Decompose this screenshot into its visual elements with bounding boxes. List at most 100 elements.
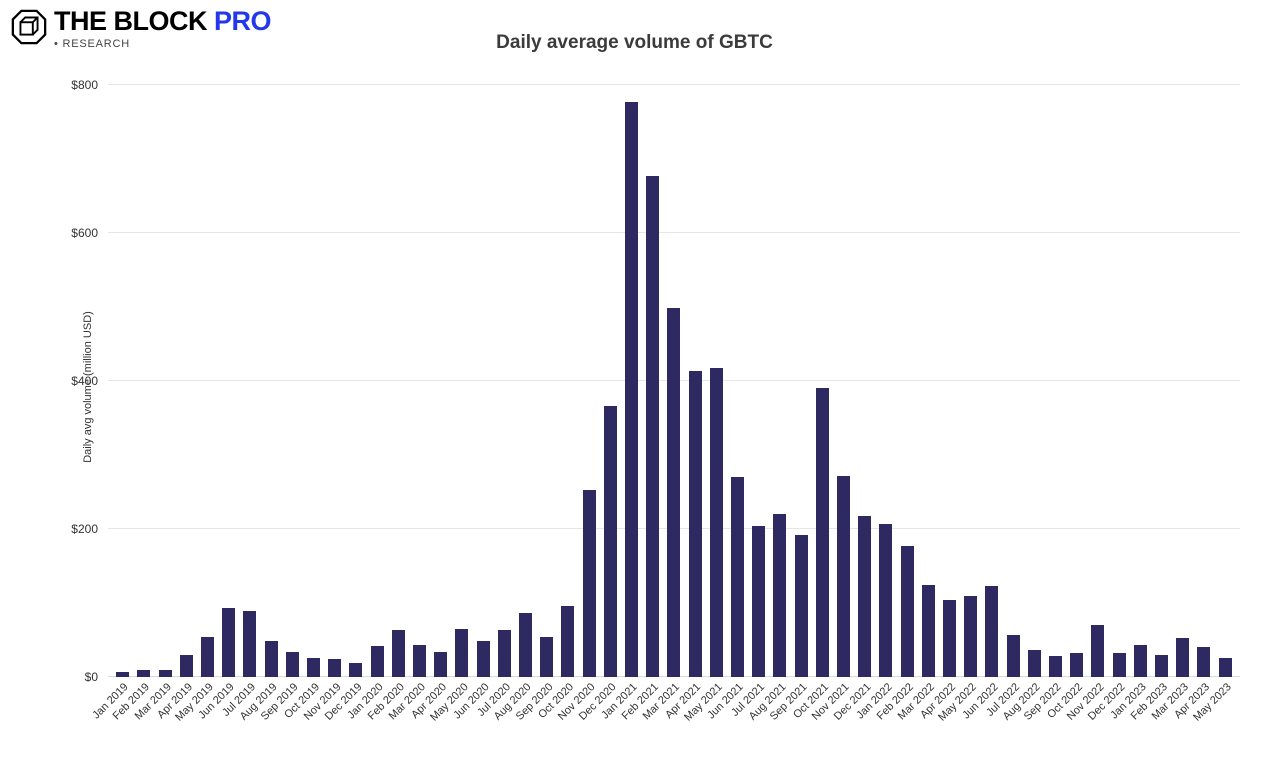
bar	[858, 515, 872, 677]
bar	[434, 651, 448, 677]
bar-slot: Apr 2023	[1172, 85, 1214, 721]
y-tick-label: $400	[71, 374, 98, 388]
bar-slot: Sep 2019	[259, 85, 303, 723]
bar	[624, 102, 638, 677]
bar	[137, 670, 151, 677]
bar-slot: Mar 2023	[1150, 85, 1193, 722]
bar-slot: Jun 2021	[705, 85, 748, 721]
bar	[285, 651, 299, 677]
bar-slot: Dec 2022	[1086, 85, 1130, 723]
bar	[837, 475, 850, 677]
bar-slot: Sep 2022	[1022, 85, 1066, 723]
bar-slot: Jan 2022	[854, 85, 896, 721]
bar-slot: Oct 2019	[282, 85, 324, 721]
bar	[455, 628, 469, 677]
bar	[1091, 625, 1105, 677]
block-logo-icon	[11, 9, 47, 45]
bar-slot: Jun 2022	[960, 85, 1002, 721]
bar-slot: Oct 2022	[1045, 85, 1087, 721]
bar-slot: Oct 2021	[791, 85, 833, 721]
bar	[794, 534, 808, 677]
bar	[158, 670, 172, 677]
bar-slot: May 2021	[682, 85, 727, 724]
bar	[1070, 653, 1084, 677]
bar	[667, 307, 681, 677]
bar-slot: May 2022	[937, 85, 981, 724]
y-tick-label: $0	[84, 670, 98, 684]
bar-slot: Nov 2021	[810, 85, 854, 723]
bar	[815, 387, 829, 677]
bar-slot: Nov 2022	[1065, 85, 1108, 723]
bar	[900, 546, 914, 677]
bar	[179, 654, 193, 677]
bar-slot: May 2023	[1191, 85, 1236, 724]
bar-slot: Apr 2020	[409, 85, 451, 721]
bar	[476, 640, 490, 677]
bars-container: Jan 2019 Feb 2019 Mar 2019 Apr 2019 May 2019…	[91, 85, 1236, 724]
bar	[1133, 645, 1147, 677]
bar	[646, 176, 660, 677]
bar	[964, 596, 978, 677]
bar	[773, 514, 787, 677]
bar-slot: Apr 2021	[664, 85, 705, 721]
bar-slot: Dec 2020	[577, 85, 621, 723]
bar	[1027, 650, 1041, 677]
bar	[709, 367, 723, 677]
logo-pro-text: PRO	[214, 6, 272, 36]
bar-slot: Mar 2019	[132, 85, 175, 722]
plot-area: Daily avg volume (million USD) $0 $200 $40…	[71, 78, 1240, 724]
bar-slot: Mar 2022	[895, 85, 939, 722]
bar-slot: Jul 2021	[729, 85, 769, 719]
bar	[264, 640, 278, 677]
bar	[349, 662, 363, 677]
bar	[1155, 654, 1169, 677]
bar	[582, 489, 596, 677]
bar	[391, 629, 405, 677]
bar-slot: Aug 2020	[492, 85, 536, 723]
bar-slot: Jan 2020	[345, 85, 387, 721]
bar	[688, 370, 702, 677]
bar-slot: Nov 2020	[556, 85, 599, 723]
bar	[497, 629, 511, 677]
bar	[1176, 637, 1190, 677]
bar	[1049, 656, 1063, 677]
bar	[200, 637, 214, 677]
logo-text: THE BLOCK PRO • RESEARCH	[54, 6, 272, 50]
bar	[752, 526, 766, 677]
bar-slot: Jan 2021	[599, 85, 642, 721]
bar-slot: Aug 2019	[238, 85, 281, 723]
bar-slot: May 2020	[428, 85, 472, 724]
logo-brand-text: THE BLOCK	[54, 6, 208, 36]
bar-slot: Feb 2019	[111, 85, 154, 722]
bar	[116, 671, 130, 677]
bar-slot: Apr 2019	[155, 85, 197, 721]
bar	[730, 477, 744, 677]
bar	[306, 657, 320, 677]
logo-brand: THE BLOCK PRO	[54, 6, 272, 36]
bar	[540, 637, 554, 677]
bar-slot: Jun 2019	[197, 85, 239, 721]
gridline	[108, 84, 1240, 85]
bar-slot: Sep 2020	[513, 85, 557, 723]
bar	[879, 523, 893, 677]
y-tick-label: $200	[71, 522, 98, 536]
bar	[328, 659, 342, 677]
bar	[370, 645, 384, 677]
bar	[943, 600, 957, 677]
bar-slot: Jan 2023	[1108, 85, 1151, 721]
bar-slot: Jul 2022	[984, 85, 1024, 719]
bar-slot: Mar 2020	[387, 85, 430, 722]
bar	[985, 585, 999, 677]
bar	[518, 612, 532, 677]
bar-slot: Apr 2022	[918, 85, 960, 721]
bar-slot: Feb 2021	[620, 85, 663, 722]
bar	[1197, 647, 1211, 677]
bar-slot: Oct 2020	[536, 85, 578, 721]
y-tick-label: $600	[71, 226, 98, 240]
bar-slot: Jul 2019	[220, 85, 260, 719]
bar-slot: Dec 2021	[831, 85, 875, 723]
bar-slot: Aug 2022	[1001, 85, 1045, 723]
bar	[603, 406, 617, 677]
bar-slot: Sep 2021	[768, 85, 812, 723]
bar-slot: Nov 2019	[301, 85, 345, 723]
